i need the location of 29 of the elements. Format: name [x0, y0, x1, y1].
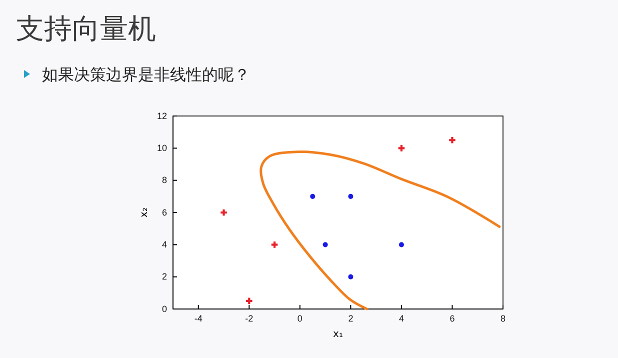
point — [348, 274, 354, 280]
y-tick-label: 0 — [162, 304, 167, 314]
point — [246, 298, 252, 304]
line-series — [260, 150, 501, 310]
chart-title: 支持向量机 — [16, 12, 156, 45]
x-axis-title: x₁ — [333, 329, 343, 340]
point — [398, 242, 404, 248]
x-tick-label: -4 — [194, 313, 202, 324]
x-tick-label: 2 — [348, 313, 354, 324]
point — [348, 194, 354, 199]
x-tick-label: -2 — [245, 313, 254, 324]
point — [322, 242, 328, 248]
y-tick-label: 4 — [162, 240, 167, 250]
x-tick-label: 8 — [500, 313, 506, 324]
point — [398, 145, 405, 152]
y-tick-label: 8 — [162, 175, 167, 186]
point — [271, 242, 278, 248]
y-tick-label: 12 — [156, 110, 167, 121]
chart-subtitle: 如果决策边界是非线性的呢？ — [42, 65, 250, 84]
y-axis-title: x₂ — [139, 208, 150, 218]
x-tick-label: 4 — [398, 313, 404, 324]
x-tick-label: 6 — [450, 313, 455, 324]
y-tick-label: 2 — [162, 272, 167, 282]
x-tick-label: 0 — [297, 313, 302, 324]
y-tick-label: 6 — [162, 207, 167, 218]
point — [310, 194, 316, 199]
y-tick-label: 10 — [156, 143, 167, 154]
point — [220, 209, 227, 216]
point — [449, 136, 456, 144]
